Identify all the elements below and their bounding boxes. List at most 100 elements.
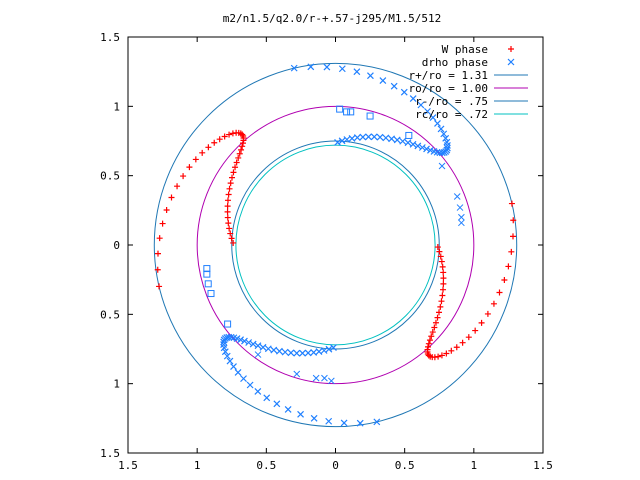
- spiral-point-1-1-0: [330, 344, 337, 352]
- legend-label-2: r+/ro = 1.31: [409, 69, 488, 82]
- spiral-point-1-1-33: [234, 369, 242, 376]
- spiral-point-1-0-0: [334, 138, 341, 146]
- x-tick-label-5: 1: [471, 459, 478, 472]
- y-tick-label-0: 1.5: [100, 447, 120, 460]
- spiral-point-1-1-29: [221, 348, 229, 356]
- spiral-point-1-0-36: [409, 95, 417, 102]
- spiral-point-1-0-41: [353, 68, 361, 76]
- spiral-point-0-1-2: [227, 230, 234, 237]
- spiral-point-1-1-10: [276, 347, 283, 355]
- spiral-point-1-1-40: [297, 410, 304, 418]
- spiral-point-1-0-34: [424, 107, 431, 115]
- spiral-point-1-1-26: [220, 338, 228, 346]
- spiral-point-1-1-43: [340, 419, 348, 427]
- spiral-point-0-0-31: [448, 347, 455, 354]
- spiral-point-1-1-36: [254, 388, 262, 395]
- spiral-point-1-0-11: [393, 136, 401, 144]
- marker-8: [458, 213, 465, 221]
- spiral-point-0-0-1: [436, 248, 443, 255]
- y-tick-label-2: 0.5: [100, 308, 120, 321]
- spiral-point-0-0-44: [510, 217, 517, 224]
- spiral-point-0-1-45: [156, 283, 163, 290]
- spiral-point-1-1-42: [325, 417, 333, 425]
- spiral-point-0-1-11: [227, 180, 234, 187]
- spiral-point-0-0-16: [429, 329, 436, 336]
- marker-10: [327, 377, 335, 385]
- spiral-point-1-1-16: [245, 339, 253, 346]
- spiral-point-1-0-15: [414, 142, 422, 150]
- spiral-point-0-0-32: [453, 344, 460, 351]
- spiral-point-0-1-36: [186, 164, 193, 171]
- spiral-point-0-1-19: [239, 143, 246, 150]
- spiral-point-1-1-2: [320, 347, 328, 354]
- spiral-point-1-1-30: [223, 352, 231, 360]
- spiral-point-1-0-10: [388, 135, 395, 143]
- spiral-point-0-0-40: [501, 277, 508, 284]
- y-tick-label-6: 1.5: [100, 31, 120, 44]
- spiral-point-0-1-33: [205, 144, 212, 151]
- spiral-point-1-0-2: [343, 136, 351, 143]
- x-tick-label-6: 1.5: [533, 459, 553, 472]
- marker-1: [343, 108, 351, 116]
- spiral-point-1-1-6: [299, 349, 306, 357]
- spiral-point-0-1-9: [225, 191, 232, 198]
- spiral-point-1-0-1: [338, 137, 346, 145]
- spiral-point-0-1-4: [225, 220, 232, 227]
- spiral-point-1-1-34: [240, 375, 247, 383]
- spiral-point-1-1-17: [241, 337, 248, 345]
- spiral-point-0-0-4: [439, 263, 446, 270]
- spiral-point-1-0-13: [404, 139, 412, 147]
- marker-17: [204, 280, 212, 288]
- spiral-point-1-1-45: [373, 418, 381, 426]
- spiral-point-0-0-11: [437, 303, 444, 310]
- spiral-point-0-1-17: [236, 150, 243, 157]
- spiral-point-0-0-2: [437, 253, 444, 260]
- spiral-point-0-1-29: [226, 131, 233, 138]
- x-tick-label-0: 1.5: [118, 459, 138, 472]
- y-tick-label-5: 1: [113, 100, 120, 113]
- spiral-point-0-0-36: [478, 319, 485, 326]
- spiral-point-1-0-39: [379, 77, 387, 85]
- spiral-point-0-0-0: [434, 244, 441, 251]
- spiral-point-0-0-45: [508, 200, 515, 207]
- spiral-point-1-0-38: [390, 82, 398, 90]
- spiral-point-1-1-9: [281, 348, 289, 356]
- marker-5: [438, 162, 446, 170]
- spiral-point-0-1-32: [211, 139, 218, 146]
- spiral-point-0-0-19: [425, 340, 432, 347]
- spiral-point-0-0-43: [510, 233, 517, 240]
- spiral-point-0-0-5: [440, 269, 447, 276]
- spiral-point-1-0-35: [417, 101, 425, 109]
- spiral-point-0-0-9: [439, 292, 446, 299]
- marker-12: [312, 374, 320, 382]
- spiral-point-0-1-7: [224, 203, 231, 210]
- spiral-point-1-0-42: [338, 65, 346, 73]
- spiral-point-1-1-8: [287, 349, 295, 357]
- legend-label-4: r-/ro = .75: [415, 95, 488, 108]
- spiral-point-0-0-7: [440, 280, 447, 287]
- scatter-markers: [203, 105, 465, 385]
- spiral-point-0-0-14: [432, 319, 439, 326]
- spiral-point-1-1-32: [230, 363, 237, 370]
- spiral-point-0-1-42: [156, 235, 163, 242]
- spiral-point-1-0-26: [443, 144, 451, 152]
- spiral-point-1-0-45: [290, 64, 298, 72]
- spiral-point-0-0-33: [459, 339, 466, 346]
- marker-14: [254, 351, 262, 358]
- spiral-point-1-0-33: [429, 114, 437, 121]
- spiral-point-1-0-30: [440, 130, 448, 138]
- spiral-point-1-0-14: [409, 140, 417, 148]
- spiral-point-0-1-44: [154, 266, 161, 273]
- spiral-point-0-1-40: [163, 206, 170, 213]
- spiral-point-1-0-44: [307, 63, 315, 71]
- marker-19: [203, 265, 211, 273]
- spiral-point-1-1-28: [220, 344, 228, 352]
- spiral-point-0-1-1: [228, 235, 235, 242]
- spiral-point-0-0-30: [443, 350, 450, 357]
- x-tick-label-3: 0: [332, 459, 339, 472]
- spiral-point-1-1-11: [270, 346, 278, 354]
- spiral-point-0-1-34: [199, 149, 206, 156]
- spiral-point-0-1-18: [238, 146, 245, 153]
- y-tick-label-4: 0.5: [100, 170, 120, 183]
